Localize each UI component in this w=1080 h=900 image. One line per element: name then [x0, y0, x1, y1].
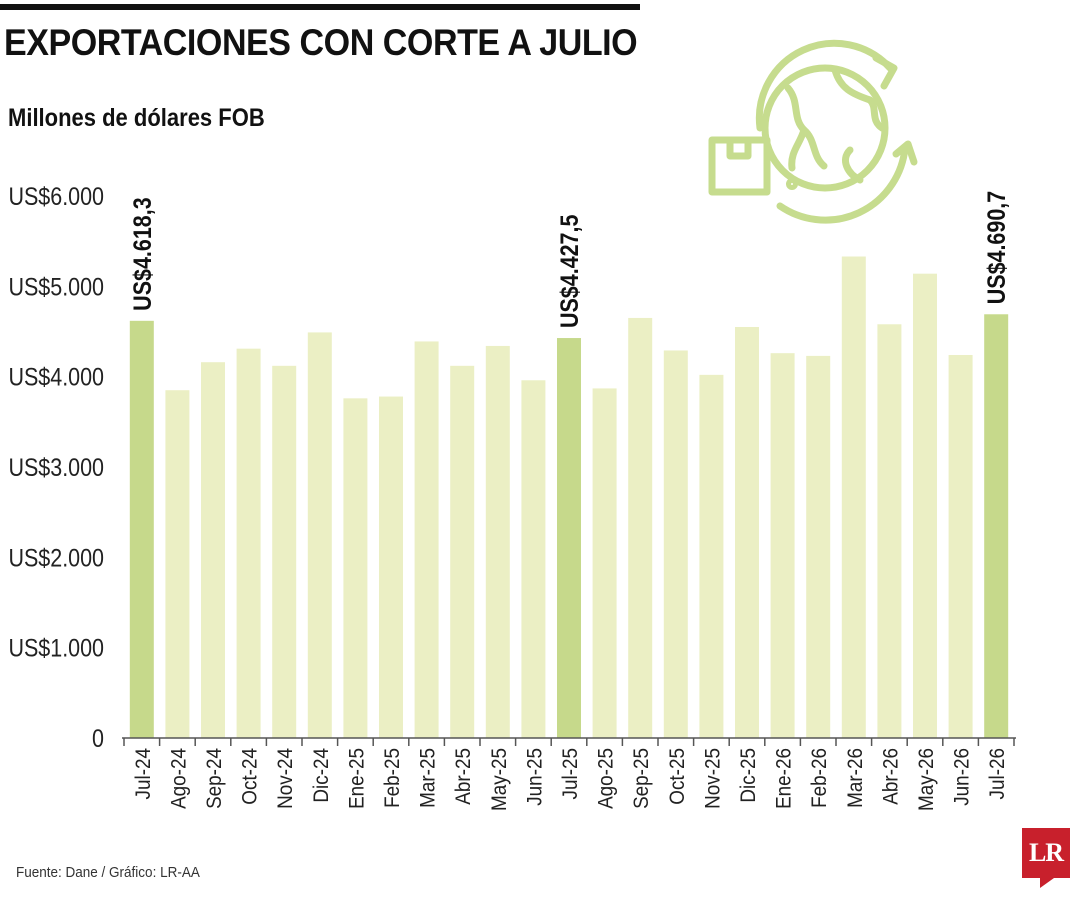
bar	[307, 332, 332, 738]
x-tick-label: Mar-25	[417, 748, 440, 808]
x-tick-label: May-26	[915, 748, 938, 811]
y-tick-label: 0	[92, 724, 104, 752]
x-tick-label: Nov-25	[702, 748, 725, 809]
lr-logo: LR	[1022, 828, 1070, 888]
x-tick-label: Mar-26	[844, 748, 867, 808]
x-tick-label: Feb-25	[381, 748, 404, 808]
y-tick-label: US$6.000	[8, 182, 104, 210]
bar	[485, 345, 510, 738]
bar	[414, 341, 439, 738]
bar	[699, 374, 724, 738]
y-tick-label: US$3.000	[8, 453, 104, 481]
data-label: US$4.618,3	[128, 197, 156, 311]
x-tick-label: Ago-25	[595, 748, 618, 809]
x-tick-label: Jul-24	[132, 748, 155, 799]
bar	[129, 320, 154, 738]
x-tick-label: Nov-24	[274, 748, 297, 809]
x-tick-label: May-25	[488, 748, 511, 811]
bar	[592, 388, 617, 738]
data-label: US$4.427,5	[555, 215, 583, 329]
bar	[663, 350, 688, 738]
lr-logo-text: LR	[1022, 828, 1070, 878]
x-tick-label: Dic-25	[737, 748, 760, 803]
x-tick-label: Oct-25	[666, 748, 689, 805]
bar	[165, 390, 190, 738]
x-tick-label: Sep-25	[630, 748, 653, 809]
bar	[272, 365, 297, 738]
bars	[129, 256, 1009, 738]
bar	[379, 396, 403, 738]
x-tick-label: Oct-24	[239, 748, 262, 805]
top-rule	[0, 4, 640, 10]
x-tick-label: Ago-24	[168, 748, 191, 809]
bar	[201, 362, 225, 738]
data-labels: US$4.618,3 US$4.427,5 US$4.690,7	[128, 191, 1010, 328]
chart-subtitle: Millones de dólares FOB	[8, 104, 265, 132]
x-tick-label: Ene-26	[773, 748, 796, 809]
bar	[557, 338, 581, 738]
y-tick-label: US$2.000	[8, 544, 104, 572]
x-tick-label: Jun-25	[524, 748, 547, 806]
bar	[841, 256, 866, 738]
bar	[913, 273, 937, 738]
x-tick-label: Ene-25	[346, 748, 369, 809]
data-label: US$4.690,7	[983, 191, 1011, 304]
bar	[948, 354, 973, 738]
x-tick-label: Jul-26	[986, 748, 1009, 799]
bar	[628, 317, 653, 738]
bar	[521, 380, 546, 738]
chart-title: EXPORTACIONES CON CORTE A JULIO	[4, 22, 638, 63]
bar	[877, 324, 902, 738]
x-tick-label: Jul-25	[559, 748, 582, 799]
bar	[343, 398, 368, 738]
y-tick-label: US$4.000	[8, 363, 104, 391]
bar	[984, 314, 1009, 738]
x-tick-label: Abr-26	[880, 748, 903, 805]
globe-cycle-box-icon	[708, 39, 918, 224]
x-tick-label: Jun-26	[951, 748, 974, 806]
bar	[735, 326, 759, 738]
x-tick-label: Sep-24	[203, 748, 226, 809]
source-note: Fuente: Dane / Gráfico: LR-AA	[16, 864, 200, 881]
x-tick-label: Abr-25	[452, 748, 475, 805]
x-axis: Jul-24 Ago-24 Sep-24 Oct-24 Nov-24 Dic-24 Ene-…	[122, 737, 1016, 811]
x-tick-label: Dic-24	[310, 748, 333, 803]
y-tick-label: US$5.000	[8, 273, 104, 301]
bar	[770, 353, 795, 738]
bar	[450, 365, 475, 738]
y-axis: 0 US$1.000 US$2.000 US$3.000 US$4.000 US$5.00…	[8, 182, 104, 752]
bar	[806, 355, 831, 738]
x-tick-label: Feb-26	[808, 748, 831, 808]
y-tick-label: US$1.000	[8, 634, 104, 662]
bar	[236, 348, 261, 738]
